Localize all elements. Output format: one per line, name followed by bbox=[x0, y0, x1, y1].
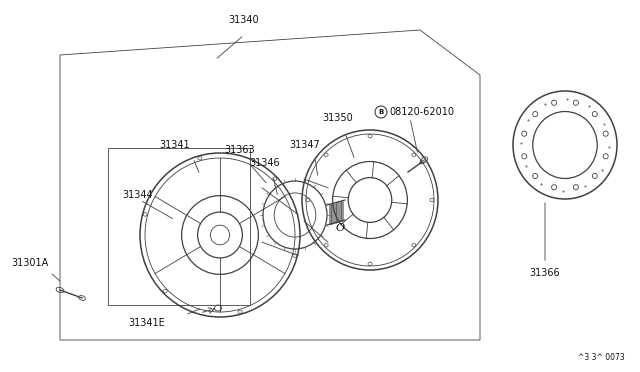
Text: 31341E: 31341E bbox=[128, 318, 165, 328]
Text: 31344: 31344 bbox=[122, 190, 152, 200]
Text: B: B bbox=[378, 109, 383, 115]
Text: 08120-62010: 08120-62010 bbox=[389, 107, 454, 117]
Text: O: O bbox=[335, 223, 344, 233]
Text: 31341: 31341 bbox=[160, 140, 190, 150]
Text: 31301A: 31301A bbox=[12, 258, 49, 268]
Text: 31346: 31346 bbox=[250, 158, 280, 168]
Text: 31340: 31340 bbox=[228, 15, 259, 25]
Text: ^3 3^ 0073: ^3 3^ 0073 bbox=[579, 353, 625, 362]
Text: 31366: 31366 bbox=[530, 268, 560, 278]
Text: 31347: 31347 bbox=[290, 140, 321, 150]
Text: 31350: 31350 bbox=[323, 113, 353, 123]
Text: 31363: 31363 bbox=[225, 145, 255, 155]
